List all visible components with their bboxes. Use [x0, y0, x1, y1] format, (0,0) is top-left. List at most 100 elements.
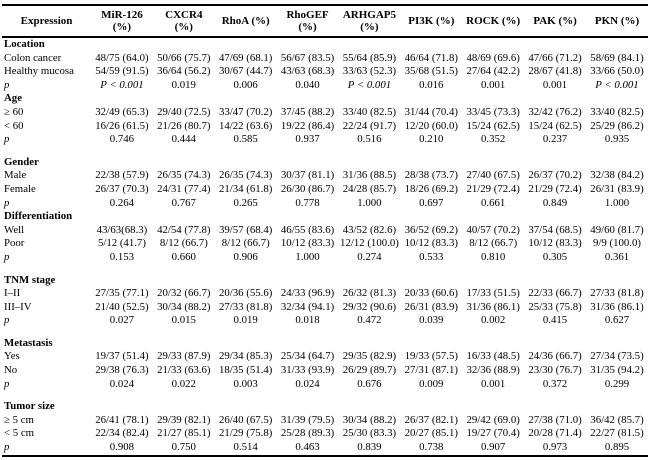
group-label: Tumor size	[4, 400, 55, 413]
p-value-row: p P < 0.001 0.019 0.006 0.040 P < 0.001 0.016 0…	[2, 79, 648, 93]
cell-value: P < 0.001	[347, 78, 392, 91]
cell-value: 22/24 (91.7)	[342, 119, 397, 132]
cell-value: 55/64 (85.9)	[342, 51, 397, 64]
cell-value: 8/12 (66.7)	[221, 237, 270, 250]
cell-value: 0.935	[604, 133, 630, 146]
cell-value: 24/33 (96.9)	[280, 287, 335, 300]
cell-value: 25/34 (64.7)	[280, 350, 335, 363]
cell-value: 32/34 (94.1)	[280, 300, 335, 313]
cell-value: 0.019	[233, 314, 258, 327]
cell-value: 0.016	[419, 78, 444, 91]
cell-value: 19/22 (86.4)	[280, 119, 335, 132]
cell-value: 0.895	[604, 441, 630, 454]
cell-value: 20/33 (60.6)	[404, 287, 458, 300]
data-row: Healthy mucosa 54/59 (91.5) 36/64 (56.2) 30…	[2, 65, 648, 79]
cell-value: 0.472	[357, 314, 382, 327]
cell-value: 30/37 (81.1)	[280, 169, 335, 182]
cell-value: 33/63 (52.3)	[342, 65, 397, 78]
cell-value: 0.009	[419, 377, 444, 390]
cell-value: 0.352	[481, 133, 506, 146]
cell-value: 33/40 (82.5)	[342, 105, 397, 118]
cell-value: 42/54 (77.8)	[157, 223, 211, 236]
row-label: p	[4, 441, 10, 454]
group-header-row: Metastasis	[2, 328, 648, 351]
cell-value: 0.022	[171, 377, 196, 390]
table-header: Expression MiR-126 (%) CXCR4 (%) RhoA (%) Rh…	[2, 5, 648, 37]
p-value-row: p 0.908 0.750 0.514 0.463 0.839 0.738 0.907 0.97…	[2, 441, 648, 456]
row-label: Well	[4, 223, 25, 236]
column-header: PKN (%)	[594, 15, 640, 27]
cell-value: 0.001	[481, 377, 506, 390]
cell-value: 0.006	[233, 78, 258, 91]
cell-value: 32/49 (65.3)	[95, 105, 149, 118]
data-row: < 60 16/26 (61.5) 21/26 (80.7) 14/22 (63.6)…	[2, 120, 648, 134]
cell-value: 31/36 (86.1)	[590, 300, 644, 313]
row-label: Male	[4, 169, 27, 182]
row-label: p	[4, 196, 10, 209]
cell-value: 24/31 (77.4)	[157, 182, 211, 195]
cell-value: 33/66 (50.0)	[590, 65, 644, 78]
cell-value: 17/33 (51.5)	[466, 287, 520, 300]
row-label: ≥ 60	[4, 105, 24, 118]
cell-value: 1.000	[295, 250, 320, 263]
cell-value: 26/35 (74.3)	[218, 169, 273, 182]
cell-value: 25/30 (83.3)	[342, 427, 397, 440]
cell-value: 0.001	[481, 78, 506, 91]
row-label: p	[4, 78, 10, 91]
cell-value: 31/35 (94.2)	[590, 364, 644, 377]
cell-value: 43/63 (68.3)	[280, 65, 335, 78]
cell-value: 35/68 (51.5)	[404, 65, 458, 78]
cell-value: 18/35 (51.4)	[218, 364, 273, 377]
cell-value: 29/39 (82.1)	[157, 413, 211, 426]
cell-value: 0.676	[357, 377, 382, 390]
cell-value: 10/12 (83.3)	[528, 237, 582, 250]
cell-value: 10/12 (83.3)	[280, 237, 335, 250]
row-label: p	[4, 133, 10, 146]
cell-value: 0.299	[604, 377, 630, 390]
p-value-row: p 0.264 0.767 0.265 0.778 1.000 0.697 0.661 0.84…	[2, 197, 648, 211]
cell-value: 50/66 (75.7)	[157, 51, 211, 64]
cell-value: 21/26 (80.7)	[157, 119, 211, 132]
cell-value: 46/64 (71.8)	[404, 51, 458, 64]
group-header-row: TNM stage	[2, 265, 648, 288]
cell-value: 40/57 (70.2)	[466, 223, 520, 236]
cell-value: 30/34 (88.2)	[157, 300, 211, 313]
cell-value: 24/28 (85.7)	[342, 182, 397, 195]
data-row: Well 43/63(68.3) 42/54 (77.8) 39/57 (68.4) 4…	[2, 224, 648, 238]
cell-value: 48/69 (69.6)	[466, 51, 520, 64]
group-label: Location	[4, 38, 45, 50]
cell-value: 26/37 (70.2)	[528, 169, 582, 182]
cell-value: 0.264	[109, 196, 135, 209]
cell-value: 26/41 (78.1)	[95, 413, 149, 426]
cell-value: 20/36 (55.6)	[218, 287, 273, 300]
cell-value: 8/12 (66.7)	[159, 237, 208, 250]
cell-value: 29/34 (85.3)	[218, 350, 273, 363]
cell-value: 43/52 (82.6)	[342, 223, 397, 236]
row-label: Female	[4, 182, 36, 195]
cell-value: 0.015	[171, 314, 196, 327]
column-header: MiR-126 (%)	[101, 9, 143, 33]
cell-value: 26/32 (81.3)	[342, 287, 397, 300]
cell-value: 10/12 (83.3)	[404, 237, 458, 250]
cell-value: 0.661	[481, 196, 506, 209]
cell-value: 27/33 (81.8)	[590, 287, 644, 300]
cell-value: 26/40 (67.5)	[218, 413, 273, 426]
cell-value: 0.237	[542, 133, 568, 146]
cell-value: 20/28 (71.4)	[528, 427, 582, 440]
data-row: < 5 cm 22/34 (82.4) 21/27 (85.1) 21/29 (75.…	[2, 427, 648, 441]
cell-value: 0.746	[109, 133, 135, 146]
cell-value: 0.907	[481, 441, 506, 454]
cell-value: 36/52 (69.2)	[404, 223, 458, 236]
cell-value: 21/27 (85.1)	[157, 427, 211, 440]
row-label: Healthy mucosa	[4, 65, 74, 78]
cell-value: 25/33 (75.8)	[528, 300, 582, 313]
cell-value: 0.463	[295, 441, 320, 454]
cell-value: 0.660	[171, 250, 196, 263]
group-label: TNM stage	[4, 273, 56, 286]
cell-value: 26/29 (89.7)	[342, 364, 397, 377]
cell-value: 26/30 (86.7)	[280, 182, 335, 195]
row-label: < 60	[4, 119, 24, 132]
cell-value: 0.937	[295, 133, 320, 146]
row-label: III–IV	[4, 300, 32, 313]
group-header-row: Differentiation	[2, 210, 648, 224]
